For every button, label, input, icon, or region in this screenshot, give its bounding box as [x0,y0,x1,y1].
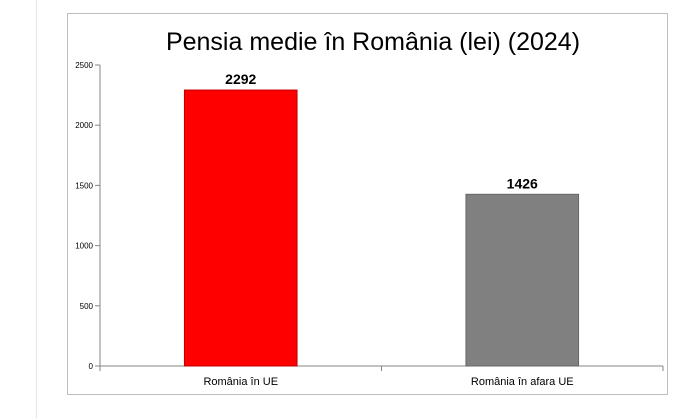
bar-value-label: 1426 [507,175,538,191]
y-tick-label: 2000 [75,121,93,130]
y-tick-label: 0 [89,362,94,371]
bars [183,89,580,367]
bar-value-label: 2292 [225,71,256,87]
y-tick-label: 500 [80,302,94,311]
bar-2 [465,193,580,367]
x-category-label: România în UE [203,376,278,388]
y-tick-label: 2500 [75,61,93,70]
bar-1 [183,89,298,367]
y-tick-label: 1500 [75,181,93,190]
labels: 0 500 1000 1500 2000 2500 2292 România în UE 142… [75,61,573,388]
chart-title: Pensia medie în România (lei) (2024) [166,28,580,56]
x-category-label: România în afara UE [471,376,574,388]
page-edge-rule [36,0,37,418]
y-tick-label: 1000 [75,242,93,251]
chart-frame [67,13,668,395]
